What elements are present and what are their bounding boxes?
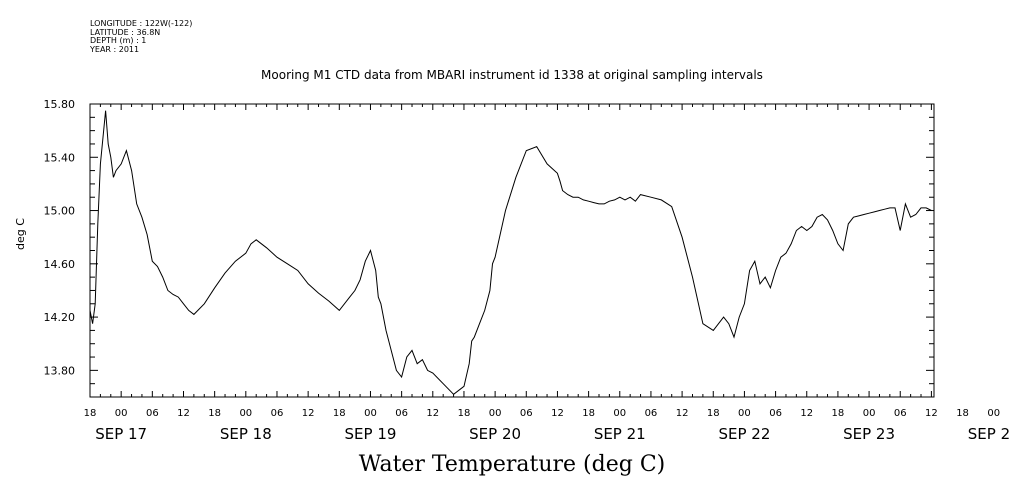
tick-labels: 18 00 06 12 18 00 06 12 18 00 06 12 18 00 06 12 18 00 06 12… (44, 98, 1009, 443)
x-date-label: SEP 20 (469, 425, 521, 443)
x-hour-tick-label: 12 (302, 408, 315, 419)
x-hour-tick-label: 00 (364, 408, 377, 419)
x-hour-tick-label: 12 (177, 408, 190, 419)
y-tick-label: 14.20 (44, 311, 76, 324)
x-date-label: SEP 24 (968, 425, 1009, 443)
metadata-latitude: LATITUDE : 36.8N (90, 27, 161, 37)
x-hour-tick-label: 00 (613, 408, 626, 419)
x-hour-tick-label: 18 (832, 408, 845, 419)
y-tick-label: 15.40 (44, 151, 76, 164)
temperature-series-line (89, 110, 932, 395)
x-hour-tick-label: 06 (645, 408, 658, 419)
y-tick-label: 15.80 (44, 98, 76, 111)
x-hour-tick-label: 12 (800, 408, 813, 419)
x-hour-tick-label: 18 (208, 408, 221, 419)
x-hour-tick-label: 12 (925, 408, 938, 419)
x-hour-tick-label: 18 (582, 408, 595, 419)
x-hour-tick-label: 00 (987, 408, 1000, 419)
x-date-label: SEP 19 (345, 425, 397, 443)
x-hour-tick-label: 00 (738, 408, 751, 419)
x-hour-tick-label: 18 (707, 408, 720, 419)
x-hour-tick-label: 12 (551, 408, 564, 419)
x-hour-tick-label: 18 (333, 408, 346, 419)
x-hour-tick-label: 18 (458, 408, 471, 419)
metadata-depth: DEPTH (m) : 1 (90, 36, 147, 45)
x-hour-tick-label: 00 (115, 408, 128, 419)
data-series (89, 110, 932, 395)
x-date-label: SEP 22 (718, 425, 770, 443)
axis-ticks (89, 103, 934, 398)
dataset-metadata: LONGITUDE : 122W(-122) LATITUDE : 36.8N … (90, 19, 193, 54)
x-date-label: SEP 18 (220, 425, 272, 443)
x-hour-tick-label: 06 (769, 408, 782, 419)
metadata-longitude: LONGITUDE : 122W(-122) (90, 19, 193, 28)
x-hour-tick-label: 06 (271, 408, 284, 419)
x-hour-tick-label: 12 (426, 408, 439, 419)
x-hour-tick-label: 18 (84, 408, 97, 419)
x-hour-tick-label: 00 (239, 408, 252, 419)
x-axis-label: Water Temperature (deg C) (358, 452, 666, 477)
x-date-label: SEP 21 (594, 425, 646, 443)
x-hour-tick-label: 00 (489, 408, 502, 419)
plot-frame (89, 103, 935, 398)
y-tick-label: 14.60 (44, 258, 76, 271)
chart-title: Mooring M1 CTD data from MBARI instrumen… (261, 68, 763, 82)
x-hour-tick-label: 12 (676, 408, 689, 419)
metadata-year: YEAR : 2011 (90, 44, 140, 54)
x-hour-tick-label: 00 (863, 408, 876, 419)
x-hour-tick-label: 06 (395, 408, 408, 419)
y-tick-label: 15.00 (44, 205, 76, 218)
x-hour-tick-label: 06 (146, 408, 159, 419)
y-tick-label: 13.80 (44, 364, 76, 377)
x-date-label: SEP 17 (95, 425, 147, 443)
x-hour-tick-label: 06 (894, 408, 907, 419)
x-date-label: SEP 23 (843, 425, 895, 443)
x-hour-tick-label: 06 (520, 408, 533, 419)
x-hour-tick-label: 18 (956, 408, 969, 419)
